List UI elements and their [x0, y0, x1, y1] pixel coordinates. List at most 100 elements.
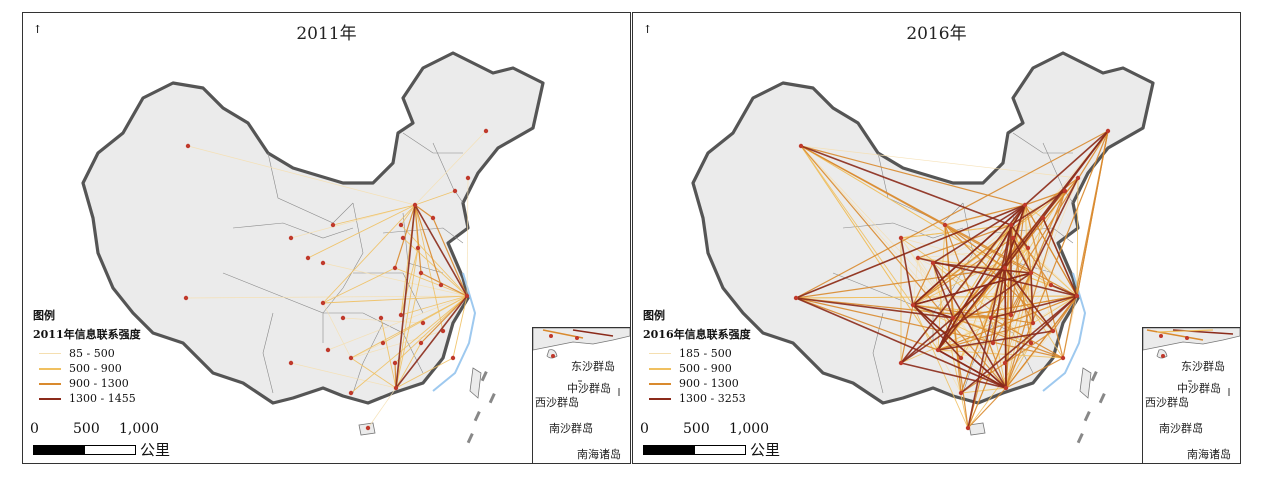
inset-label: 南海诸岛 [1187, 448, 1231, 461]
link-line [1005, 247, 1029, 389]
link-line [992, 272, 1032, 344]
link-line [1010, 224, 1029, 249]
city-point [365, 425, 371, 431]
legend-label: 500 - 900 [679, 362, 732, 375]
scale-bar: 0 500 1,000 公里 [640, 421, 783, 460]
link-line [992, 224, 1012, 344]
link-line [350, 295, 468, 394]
city-point [1028, 270, 1034, 276]
scale-unit: 公里 [750, 441, 781, 459]
link-line [900, 362, 1007, 389]
link-line [1050, 284, 1078, 297]
legend-row: 85 - 500 [33, 346, 141, 361]
link-line [414, 204, 444, 332]
link-line [800, 145, 1026, 206]
inset-label: 南沙群岛 [549, 422, 593, 435]
link-line [395, 295, 468, 389]
city-point [988, 315, 994, 321]
legend: 图例 2011年信息联系强度 85 - 500 500 - 900 900 - … [33, 307, 141, 406]
link-line [394, 295, 468, 364]
city-point [1028, 340, 1034, 346]
link-line [466, 177, 469, 297]
link-line [394, 267, 468, 297]
scale-tick: 500 [73, 421, 100, 437]
panel-title: 2011年 [296, 24, 357, 44]
city-point [420, 320, 426, 326]
link-line [900, 204, 1026, 364]
link-line [187, 145, 416, 206]
inset-label: 中沙群岛 [567, 382, 611, 395]
city-point [430, 215, 436, 221]
link-line [322, 204, 416, 304]
link-line [900, 237, 914, 306]
city-point [185, 143, 191, 149]
link-line [932, 262, 1007, 389]
link-line [800, 145, 1006, 269]
link-line [395, 342, 422, 389]
link-line [795, 267, 1006, 299]
inset-label: 南沙群岛 [1159, 422, 1203, 435]
south-china-sea-inset: 东沙群岛 中沙群岛 西沙群岛 南沙群岛 南海诸岛 [532, 327, 630, 463]
link-line [932, 262, 1032, 274]
scale-segment [695, 444, 746, 455]
link-line [394, 204, 416, 269]
link-line [960, 190, 1066, 359]
link-line [800, 145, 1012, 226]
link-line [432, 217, 468, 297]
legend-heading: 图例 [643, 309, 665, 322]
legend-label: 185 - 500 [679, 347, 732, 360]
city-point [1022, 202, 1028, 208]
city-point [330, 222, 336, 228]
city-point [1025, 245, 1031, 251]
legend-swatch [39, 353, 61, 354]
city-point [1008, 312, 1014, 318]
link-line [322, 302, 352, 359]
city-point [1003, 385, 1009, 391]
city-point [935, 347, 941, 353]
link-line [912, 304, 962, 359]
link-line [900, 304, 914, 364]
legend-label: 1300 - 1455 [69, 392, 136, 405]
link-line [795, 130, 1109, 299]
link-line [967, 224, 1012, 429]
country-outline [691, 51, 1155, 405]
link-line [327, 295, 468, 351]
link-line [1042, 217, 1078, 297]
scale-tick: 0 [640, 421, 649, 437]
city-point [1075, 175, 1081, 181]
legend-title: 2011年信息联系强度 [33, 328, 141, 341]
scale-segment [643, 444, 695, 455]
city-point [440, 328, 446, 334]
boundary-dash [480, 371, 488, 382]
boundary-dash [1090, 371, 1098, 382]
scale-bar: 0 500 1,000 公里 [30, 421, 173, 460]
link-line [1005, 342, 1032, 389]
link-line [1012, 237, 1078, 297]
province-border [267, 152, 354, 224]
link-line [400, 295, 468, 316]
city-point [418, 270, 424, 276]
link-line [1010, 190, 1066, 226]
province-border [262, 312, 274, 394]
link-line [1004, 204, 1026, 269]
map-panel-2011: 2011年 ↑ 图例 2011年信息联系强度 85 - 500 500 - 90… [22, 12, 631, 464]
inset-map [533, 328, 630, 452]
link-line [414, 204, 442, 286]
city-point [288, 235, 294, 241]
link-line [1076, 130, 1109, 297]
inset-label: 南海诸岛 [577, 448, 621, 461]
link-line [395, 247, 419, 389]
city-point [1002, 265, 1008, 271]
city-point [320, 300, 326, 306]
link-line [795, 297, 1064, 359]
city-point [465, 175, 471, 181]
link-line [395, 204, 416, 389]
link-line [307, 204, 416, 259]
link-line [912, 304, 1007, 389]
link-line [1030, 190, 1066, 274]
legend-row: 900 - 1300 [33, 376, 141, 391]
inset-label: 东沙群岛 [1181, 360, 1225, 373]
scale-segment [85, 444, 136, 455]
link-line [932, 262, 954, 319]
city-point [1060, 355, 1066, 361]
